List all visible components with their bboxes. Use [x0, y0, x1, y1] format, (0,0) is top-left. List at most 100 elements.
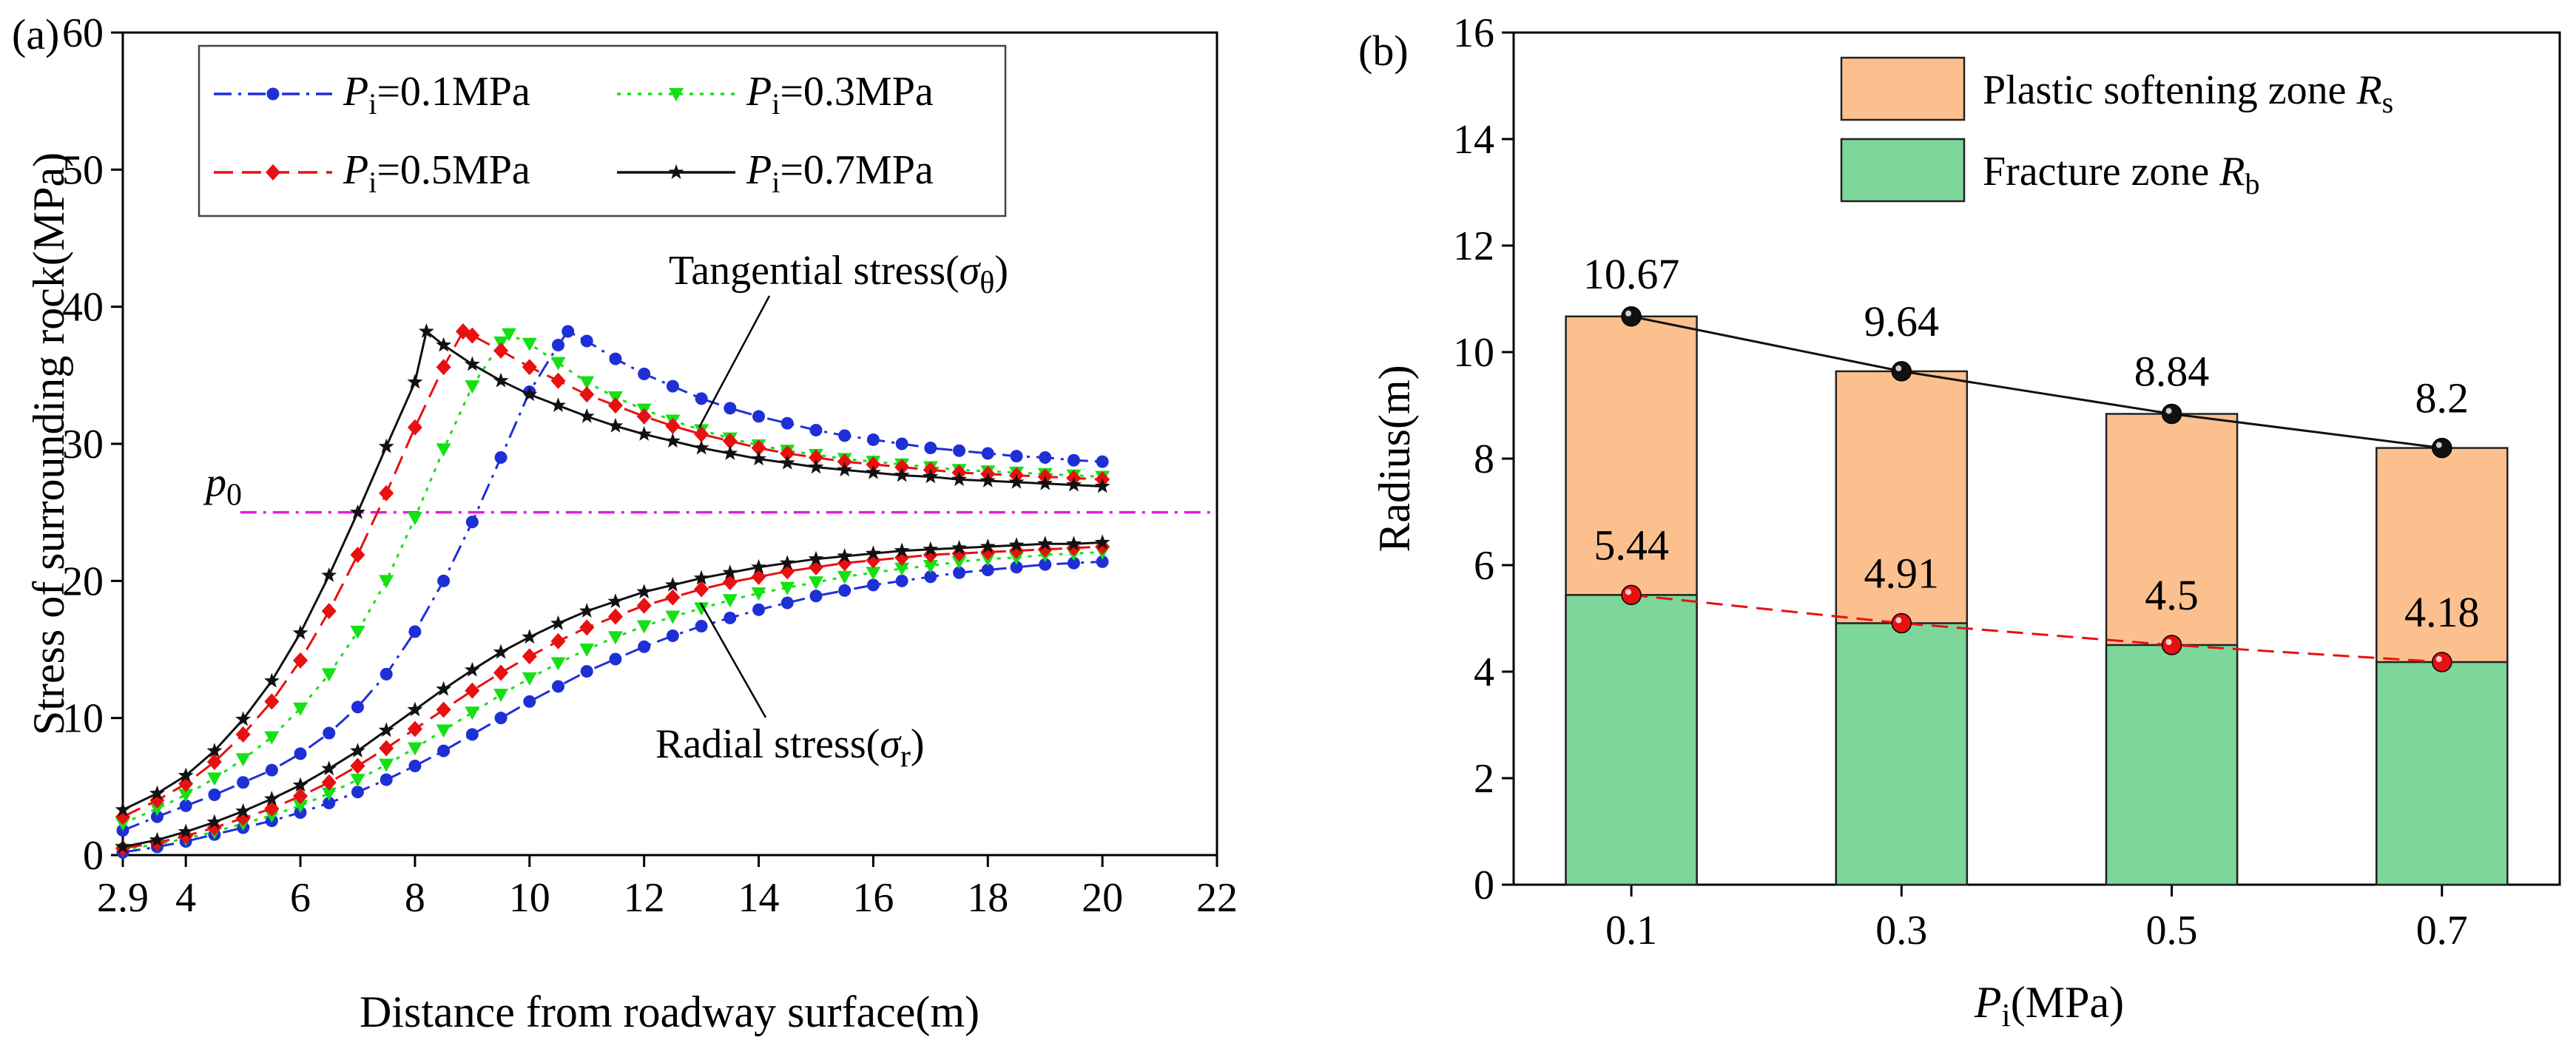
data-point [1008, 473, 1025, 489]
data-point [321, 774, 337, 791]
legend-0-sub: i [368, 87, 377, 121]
data-label-1-1: 4.91 [1864, 549, 1940, 597]
data-point [464, 356, 480, 371]
data-point [694, 426, 709, 443]
series-group-a [115, 323, 1110, 859]
tangential-sub: θ [980, 266, 994, 300]
data-point [779, 555, 795, 570]
data-point [607, 397, 623, 414]
data-point [894, 562, 910, 576]
x-tick-label-a: 10 [509, 875, 550, 921]
data-point [263, 672, 280, 688]
y-tick-label-b: 2 [1474, 756, 1494, 802]
data-point [694, 581, 709, 598]
p0-label: p0 [203, 460, 242, 513]
data-point [378, 438, 394, 453]
trend-point-1-2 [2161, 635, 2182, 655]
legend-3-name: =0.7MPa [780, 147, 934, 193]
data-point [380, 667, 393, 681]
data-point [894, 459, 910, 476]
data-point [264, 731, 280, 745]
data-point [638, 640, 651, 653]
data-point [665, 417, 681, 434]
series-line-tangential-3 [122, 329, 1103, 811]
x-axis-b-unit: (MPa) [2011, 978, 2124, 1027]
data-labels-b: 10.67 9.64 8.84 8.2 5.44 4.91 4.5 4.18 [1583, 250, 2480, 636]
legend-item-1: Pi=0.3MPa [746, 69, 934, 121]
data-point [666, 379, 679, 393]
data-point [808, 576, 823, 590]
data-point [579, 644, 595, 657]
trend-point-0-2 [2161, 403, 2182, 425]
data-point [350, 547, 365, 564]
y-tick-label-b: 16 [1453, 10, 1494, 56]
data-point [436, 337, 452, 352]
data-point [407, 701, 423, 717]
legend-2-name: =0.5MPa [377, 147, 530, 193]
x-axis-b-p: P [1974, 978, 2002, 1027]
x-axis-label-b: Pi(MPa) [1974, 978, 2124, 1033]
data-point [953, 444, 966, 457]
data-point [607, 608, 623, 625]
legend-2-sub: i [368, 166, 377, 199]
data-point [780, 416, 794, 430]
data-point [266, 164, 280, 180]
data-point [265, 763, 278, 777]
trend-point-highlight [2435, 656, 2442, 663]
data-point [378, 722, 394, 737]
bar-fracture-1 [1835, 622, 1969, 886]
trend-line-0 [1631, 315, 2442, 450]
x-axis-label-a: Distance from roadway surface(m) [360, 988, 980, 1036]
data-point [465, 682, 480, 699]
data-point [115, 838, 131, 854]
data-point [323, 726, 336, 740]
data-point [293, 702, 308, 716]
data-point [636, 426, 653, 441]
legend-2-p: P [343, 147, 368, 193]
data-point [923, 468, 939, 484]
y-tick-label-a: 20 [62, 558, 104, 604]
y-tick-label-b: 12 [1453, 223, 1494, 269]
data-point [465, 706, 480, 720]
data-point [501, 328, 516, 342]
data-point [436, 681, 452, 696]
data-point [981, 564, 994, 577]
data-point [751, 450, 766, 466]
data-point [636, 597, 652, 614]
data-point [437, 744, 451, 757]
data-point [609, 652, 622, 666]
x-tick-label-a: 18 [967, 875, 1008, 921]
legend-b-swatch-plastic [1840, 56, 1966, 121]
radius-chart: (b) 0 2 4 6 8 10 12 14 16 0.1 0.3 0.5 0.7 10.67 9.64 8… [1358, 10, 2561, 1033]
data-point [494, 712, 508, 725]
data-point [1008, 537, 1025, 552]
data-point [562, 325, 575, 338]
data-point [293, 788, 308, 805]
tangential-sigma: σ [960, 248, 982, 294]
data-point [894, 542, 910, 558]
x-tick-label-b: 0.7 [2416, 908, 2468, 953]
data-point [722, 445, 738, 460]
data-point [1037, 536, 1053, 551]
data-point [837, 570, 852, 584]
trend-point-highlight [2435, 442, 2442, 448]
data-point [751, 587, 766, 601]
data-point [350, 504, 365, 519]
legend-b-swatch-fracture [1840, 138, 1966, 203]
data-point [206, 772, 222, 786]
data-point [865, 464, 881, 479]
data-point [923, 547, 938, 564]
x-axis-b-sub: i [2002, 997, 2011, 1033]
data-point [323, 797, 336, 810]
panel-label-b: (b) [1358, 27, 1409, 75]
radial-label: Radial stress(σr) [655, 721, 925, 774]
data-point [550, 372, 566, 389]
radial-close: ) [911, 721, 925, 767]
data-point [1096, 455, 1109, 468]
data-point [1010, 450, 1023, 463]
legend-b-fracture-sub: b [2245, 167, 2260, 200]
data-point [895, 437, 908, 450]
data-label-0-2: 8.84 [2134, 348, 2210, 396]
data-point [149, 785, 165, 800]
